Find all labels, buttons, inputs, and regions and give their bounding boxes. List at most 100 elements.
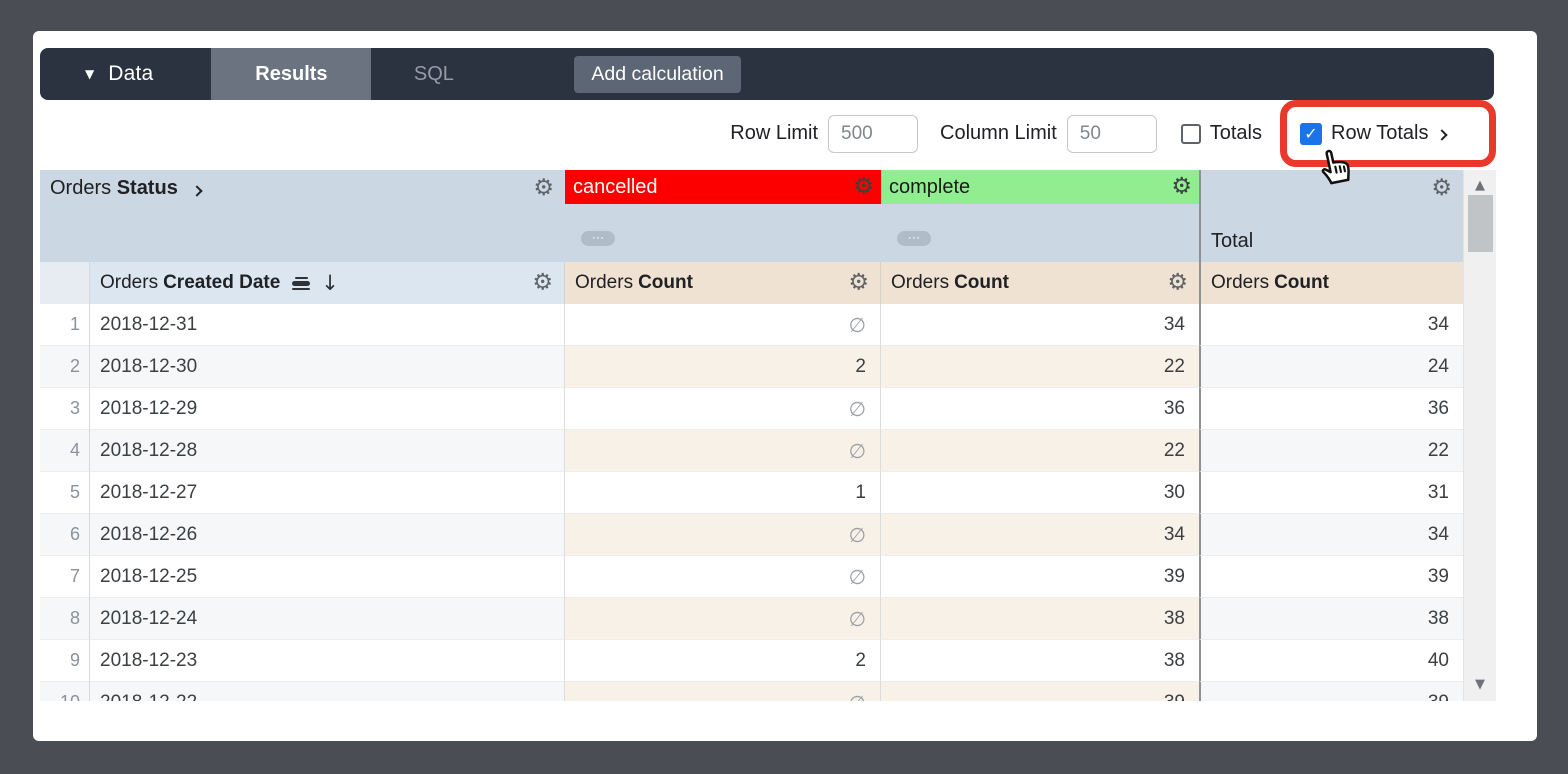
scroll-down-icon[interactable]: ▼: [1475, 677, 1485, 692]
total-count-cell[interactable]: 31: [1199, 472, 1463, 514]
measure-field-label: Count: [1274, 272, 1329, 293]
table-row: 9 2018-12-23 2 38 40: [40, 640, 1496, 682]
row-number: 5: [40, 472, 90, 514]
gear-icon[interactable]: ⚙: [1167, 269, 1188, 296]
caret-down-icon: ▼: [85, 67, 95, 81]
column-limit-label: Column Limit: [940, 122, 1057, 144]
date-cell[interactable]: 2018-12-27: [90, 472, 565, 514]
total-count-cell[interactable]: 38: [1199, 598, 1463, 640]
cancelled-count-cell[interactable]: ∅: [565, 556, 881, 598]
date-cell[interactable]: 2018-12-24: [90, 598, 565, 640]
complete-count-cell[interactable]: 36: [881, 388, 1199, 430]
date-cell[interactable]: 2018-12-23: [90, 640, 565, 682]
cancelled-count-cell[interactable]: ∅: [565, 514, 881, 556]
complete-count-cell[interactable]: 38: [881, 640, 1199, 682]
total-count-cell[interactable]: 34: [1199, 304, 1463, 346]
date-cell[interactable]: 2018-12-30: [90, 346, 565, 388]
measure-view-label: Orders: [891, 272, 950, 293]
date-cell[interactable]: 2018-12-28: [90, 430, 565, 472]
cancelled-count-cell[interactable]: 2: [565, 640, 881, 682]
scrollbar-thumb[interactable]: [1468, 195, 1493, 252]
gear-icon[interactable]: ⚙: [532, 269, 553, 296]
gear-icon[interactable]: ⚙: [533, 175, 554, 201]
total-count-cell[interactable]: 36: [1199, 388, 1463, 430]
complete-count-cell[interactable]: 39: [881, 556, 1199, 598]
pivot-view-label: Orders: [50, 177, 112, 199]
sort-descending-icon[interactable]: ↓: [321, 271, 339, 295]
pivot-ellipsis-menu[interactable]: ⋯: [897, 231, 931, 246]
table-row: 8 2018-12-24 ∅ 38 38: [40, 598, 1496, 640]
field-header-row: Orders Created Date ↓ ⚙ Orders Count ⚙ Or…: [40, 262, 1496, 304]
total-count-header[interactable]: Orders Count: [1199, 262, 1463, 304]
row-number-header: [40, 262, 90, 304]
cancelled-count-cell[interactable]: ∅: [565, 430, 881, 472]
complete-count-cell[interactable]: 22: [881, 430, 1199, 472]
tab-results[interactable]: Results: [211, 48, 372, 100]
data-section-toggle[interactable]: ▼ Data: [40, 48, 211, 100]
total-count-cell[interactable]: 24: [1199, 346, 1463, 388]
total-count-cell[interactable]: 39: [1199, 682, 1463, 701]
gear-icon[interactable]: ⚙: [1431, 175, 1452, 201]
results-toolbar: Row Limit Column Limit Totals ✓ Row Tota…: [33, 100, 1496, 167]
vertical-scrollbar[interactable]: ▲ ▼: [1463, 170, 1496, 701]
total-count-cell[interactable]: 40: [1199, 640, 1463, 682]
row-totals-checkbox[interactable]: ✓: [1300, 122, 1322, 145]
date-cell[interactable]: 2018-12-25: [90, 556, 565, 598]
complete-count-cell[interactable]: 34: [881, 304, 1199, 346]
pivot-column-complete[interactable]: complete ⚙ ⋯: [881, 170, 1199, 262]
measure-view-label: Orders: [1211, 272, 1270, 293]
chevron-right-icon[interactable]: [1436, 128, 1449, 141]
total-count-cell[interactable]: 39: [1199, 556, 1463, 598]
subtotal-stack-icon: [292, 276, 311, 290]
add-calculation-button[interactable]: Add calculation: [574, 55, 741, 93]
complete-count-cell[interactable]: 38: [881, 598, 1199, 640]
cancelled-header-band[interactable]: cancelled ⚙: [565, 170, 881, 204]
row-limit-input[interactable]: [828, 114, 919, 153]
pivot-field-header[interactable]: Orders Status ⚙: [40, 170, 565, 262]
date-cell[interactable]: 2018-12-22: [90, 682, 565, 701]
pivot-column-total: ⚙ Total: [1199, 170, 1463, 262]
pivot-column-cancelled[interactable]: cancelled ⚙ ⋯: [565, 170, 881, 262]
row-number: 1: [40, 304, 90, 346]
complete-count-cell[interactable]: 39: [881, 682, 1199, 701]
cancelled-count-cell[interactable]: ∅: [565, 304, 881, 346]
scroll-up-icon[interactable]: ▲: [1475, 178, 1485, 193]
cancelled-count-cell[interactable]: ∅: [565, 682, 881, 701]
gear-icon[interactable]: ⚙: [853, 173, 874, 200]
measure-view-label: Orders: [575, 272, 634, 293]
gear-icon[interactable]: ⚙: [848, 269, 869, 296]
total-header-label: Total: [1211, 230, 1254, 252]
row-number: 2: [40, 346, 90, 388]
table-row: 7 2018-12-25 ∅ 39 39: [40, 556, 1496, 598]
results-table: Orders Status ⚙ cancelled ⚙ ⋯ complete ⚙…: [40, 170, 1496, 701]
cancelled-count-cell[interactable]: 1: [565, 472, 881, 514]
cancelled-label: cancelled: [573, 175, 658, 198]
column-limit-input[interactable]: [1066, 114, 1157, 153]
date-cell[interactable]: 2018-12-31: [90, 304, 565, 346]
row-number: 9: [40, 640, 90, 682]
table-row: 2 2018-12-30 2 22 24: [40, 346, 1496, 388]
cancelled-count-cell[interactable]: ∅: [565, 388, 881, 430]
pivot-ellipsis-menu[interactable]: ⋯: [581, 231, 615, 246]
totals-checkbox[interactable]: [1180, 123, 1201, 144]
cancelled-count-cell[interactable]: ∅: [565, 598, 881, 640]
date-cell[interactable]: 2018-12-26: [90, 514, 565, 556]
table-body: 1 2018-12-31 ∅ 34 34 2 2018-12-30 2 22 2…: [40, 304, 1496, 701]
complete-count-cell[interactable]: 30: [881, 472, 1199, 514]
cancelled-count-header[interactable]: Orders Count ⚙: [565, 262, 881, 304]
created-date-header[interactable]: Orders Created Date ↓ ⚙: [90, 262, 565, 304]
total-count-cell[interactable]: 22: [1199, 430, 1463, 472]
complete-count-header[interactable]: Orders Count ⚙: [881, 262, 1199, 304]
row-totals-highlight-annotation: ✓ Row Totals: [1280, 100, 1496, 167]
complete-count-cell[interactable]: 34: [881, 514, 1199, 556]
complete-header-band[interactable]: complete ⚙: [881, 170, 1199, 204]
date-cell[interactable]: 2018-12-29: [90, 388, 565, 430]
cancelled-count-cell[interactable]: 2: [565, 346, 881, 388]
tab-sql[interactable]: SQL: [413, 62, 454, 85]
total-count-cell[interactable]: 34: [1199, 514, 1463, 556]
gear-icon[interactable]: ⚙: [1171, 173, 1192, 200]
complete-count-cell[interactable]: 22: [881, 346, 1199, 388]
dimension-field-label: Created Date: [163, 272, 281, 293]
measure-field-label: Count: [954, 272, 1009, 293]
table-row: 3 2018-12-29 ∅ 36 36: [40, 388, 1496, 430]
